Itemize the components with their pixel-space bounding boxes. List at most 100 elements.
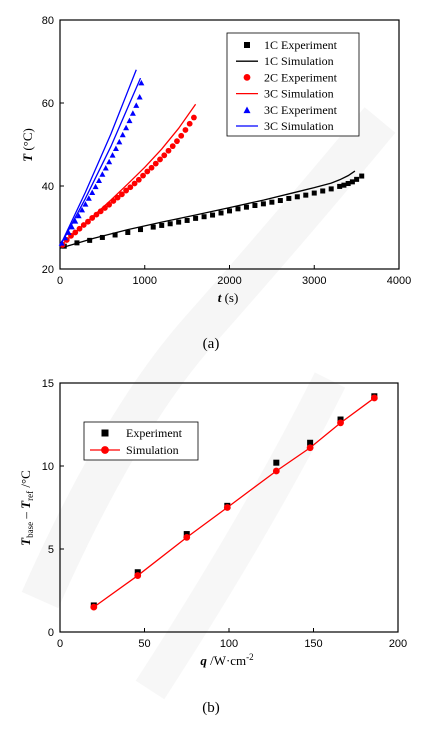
data-point <box>102 164 109 171</box>
legend-label: 3C Simulation <box>264 119 334 133</box>
data-point <box>191 114 197 121</box>
data-point <box>286 195 292 201</box>
data-point <box>311 190 317 196</box>
data-point <box>260 201 266 207</box>
data-point <box>129 110 136 116</box>
y-tick-label: 15 <box>42 378 54 390</box>
data-point <box>118 191 125 198</box>
data-point <box>90 603 98 611</box>
data-point <box>112 145 119 151</box>
data-point <box>337 183 343 189</box>
chart-a-caption: (a) <box>203 336 220 352</box>
data-point <box>337 419 344 427</box>
legend-label: 1C Simulation <box>264 54 334 68</box>
legend-label: 3C Simulation <box>264 87 334 101</box>
data-point <box>72 218 79 224</box>
data-point <box>370 394 378 402</box>
data-point <box>93 211 100 218</box>
y-tick-label: 5 <box>48 544 54 556</box>
x-tick-label: 1000 <box>133 275 157 287</box>
y-tick-label: 80 <box>42 15 54 27</box>
data-point <box>82 201 89 207</box>
data-point <box>87 237 93 243</box>
data-point <box>134 572 142 579</box>
chart-b-data <box>90 393 378 611</box>
chart-a-data <box>58 69 365 249</box>
series-line-1 <box>93 397 375 608</box>
x-tick-label: 200 <box>389 638 407 650</box>
y-tick-label: 10 <box>42 461 54 473</box>
data-point <box>345 181 351 187</box>
data-point <box>252 203 258 209</box>
data-point <box>273 459 280 466</box>
chart-b-xlabel: q /W·cm-2 <box>200 652 253 668</box>
series-line-1 <box>59 170 356 249</box>
x-tick-label: 0 <box>57 275 63 287</box>
x-tick-label: 3000 <box>302 275 326 287</box>
x-tick-label: 100 <box>220 638 238 650</box>
data-point <box>269 199 275 205</box>
data-point <box>112 232 118 238</box>
data-point <box>79 206 86 213</box>
chart-b-legend: Experiment Simulation <box>83 421 199 461</box>
y-tick-label: 40 <box>42 181 54 193</box>
data-point <box>169 143 176 150</box>
data-point <box>165 147 172 154</box>
series-line-3 <box>59 103 197 247</box>
legend-label: Experiment <box>126 426 183 440</box>
legend-marker-sample <box>243 106 251 114</box>
data-point <box>123 124 130 131</box>
data-point <box>183 533 191 541</box>
data-point <box>320 188 326 194</box>
data-point <box>135 176 142 183</box>
chart-a-xlabel: t (s) <box>218 290 239 305</box>
data-point <box>126 117 133 124</box>
data-point <box>306 444 314 452</box>
data-point <box>136 94 143 100</box>
data-point <box>349 179 355 185</box>
chart-b-ylabel: Tbase – Tref /°C <box>18 470 35 546</box>
data-point <box>272 467 280 475</box>
data-point <box>193 215 199 221</box>
data-point <box>157 156 163 163</box>
data-point <box>109 152 116 158</box>
data-point <box>210 212 216 218</box>
chart-b-caption: (b) <box>202 700 220 716</box>
data-point <box>182 127 189 133</box>
x-tick-label: 0 <box>57 638 63 650</box>
data-point <box>99 171 106 177</box>
data-point <box>148 164 155 171</box>
data-point <box>341 182 347 188</box>
data-point <box>307 439 314 446</box>
data-point <box>138 79 145 86</box>
chart-b-ticks: 0 50 100 150 200 0 5 10 15 <box>42 378 407 650</box>
data-point <box>123 187 130 194</box>
data-point <box>114 194 121 201</box>
data-point <box>144 168 151 175</box>
data-point <box>106 158 113 165</box>
series-line-5 <box>59 69 137 247</box>
y-tick-label: 0 <box>48 627 54 639</box>
legend-label: 1C Experiment <box>264 38 338 52</box>
data-point <box>75 212 82 219</box>
data-point <box>201 214 207 220</box>
legend-marker-sample <box>101 446 109 454</box>
chart-a-ylabel: T (°C) <box>20 128 35 162</box>
legend-marker-sample <box>101 429 109 437</box>
data-point <box>131 180 138 187</box>
y-tick-label: 60 <box>42 98 54 110</box>
data-point <box>303 192 309 198</box>
data-point <box>174 138 180 145</box>
data-point <box>176 219 182 225</box>
data-point <box>186 120 193 127</box>
data-point <box>294 194 300 200</box>
chart-b-legend-box <box>83 421 199 461</box>
chart-a-legend: 1C Experiment 1C Simulation 2C Experiment 3… <box>226 32 360 137</box>
data-point <box>99 234 105 240</box>
data-point <box>159 222 165 228</box>
data-point <box>218 210 224 216</box>
x-tick-label: 50 <box>138 638 150 650</box>
x-tick-label: 4000 <box>387 275 411 287</box>
